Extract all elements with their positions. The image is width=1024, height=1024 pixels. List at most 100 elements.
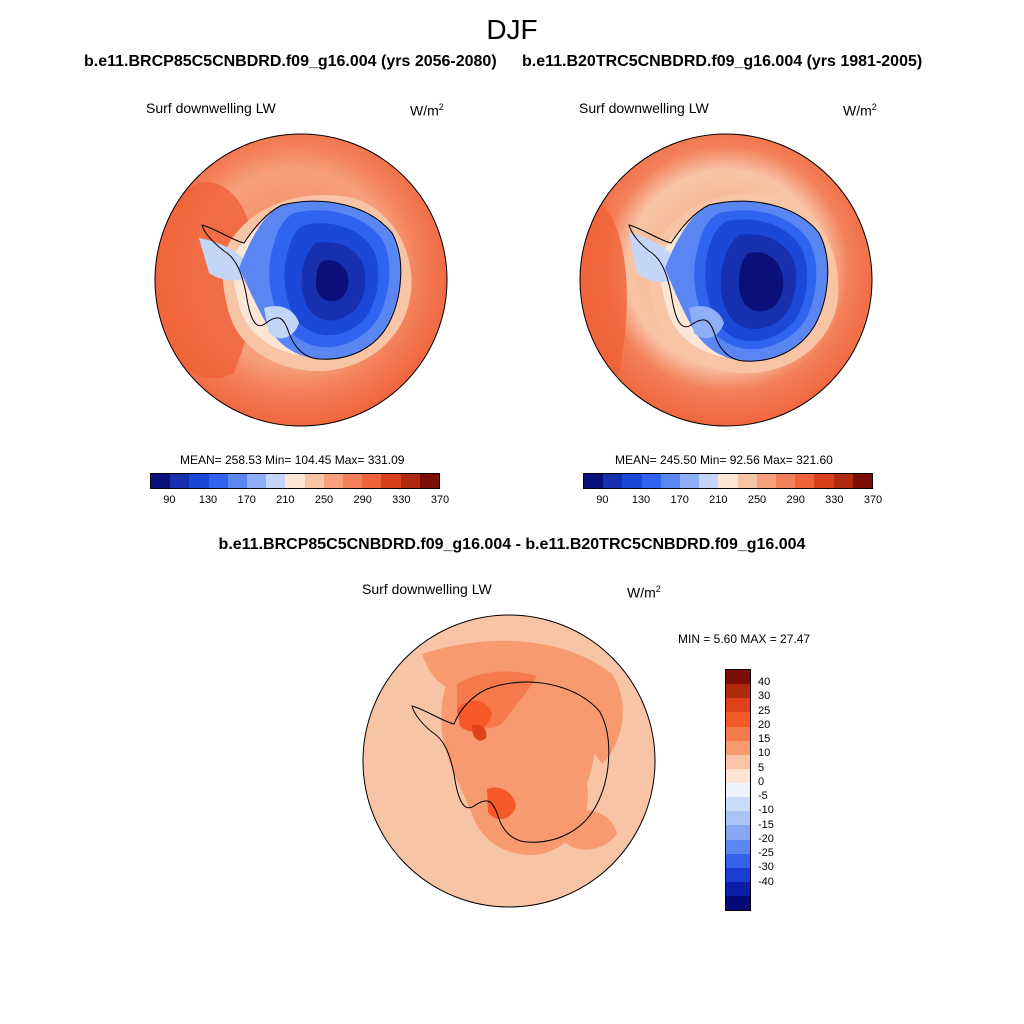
difference-variable-label: Surf downwelling LW (362, 581, 492, 597)
colorbar-swatch (726, 768, 750, 783)
panel-2-colorbar (583, 473, 873, 489)
colorbar-swatch (584, 474, 604, 488)
colorbar-swatch (603, 474, 623, 488)
colorbar-tick-label: 20 (758, 718, 771, 731)
colorbar-tick-label: 290 (353, 494, 372, 506)
colorbar-swatch (726, 867, 750, 882)
colorbar-tick-label: 0 (758, 775, 765, 788)
colorbar-tick-label: -40 (758, 875, 774, 888)
colorbar-tick-label: 250 (747, 494, 767, 506)
difference-colorbar-ticks: 40 30 25 20 15 10 5 0 -5 -10 -15 -20 -25 -30 -40 (758, 669, 798, 911)
colorbar-tick-label: -5 (758, 790, 768, 803)
colorbar-swatch (323, 474, 344, 488)
panel-2-variable-label: Surf downwelling LW (579, 100, 709, 116)
colorbar-tick-label: 40 (758, 676, 771, 689)
colorbar-swatch (189, 474, 209, 488)
colorbar-swatch (208, 474, 228, 488)
colorbar-tick-label: 210 (709, 494, 728, 506)
panel-1-units: W/m2 (410, 102, 444, 119)
colorbar-swatch (795, 474, 815, 488)
colorbar-swatch (726, 684, 750, 699)
colorbar-swatch (726, 712, 750, 727)
colorbar-tick-label: 330 (825, 494, 844, 506)
colorbar-tick-label: 25 (758, 704, 771, 717)
colorbar-tick-label: 130 (198, 494, 218, 506)
colorbar-swatch (737, 474, 757, 488)
colorbar-swatch (622, 474, 642, 488)
colorbar-tick-label: 170 (670, 494, 689, 506)
colorbar-tick-label: 370 (863, 494, 883, 506)
colorbar-swatch (852, 474, 873, 488)
colorbar-swatch (660, 474, 681, 488)
colorbar-swatch (718, 474, 738, 488)
colorbar-swatch (833, 474, 853, 488)
colorbar-swatch (304, 474, 324, 488)
colorbar-swatch (419, 474, 440, 488)
colorbar-swatch (726, 797, 750, 812)
colorbar-tick-label: 130 (631, 494, 651, 506)
colorbar-tick-label: -20 (758, 832, 774, 845)
colorbar-swatch (726, 896, 750, 911)
colorbar-tick-label: 90 (596, 494, 609, 506)
colorbar-swatch (814, 474, 834, 488)
colorbar-swatch (726, 853, 750, 868)
colorbar-swatch (170, 474, 190, 488)
colorbar-tick-label: 90 (163, 494, 176, 506)
colorbar-swatch (726, 754, 750, 769)
panel-2-case-title: b.e11.B20TRC5CNBDRD.f09_g16.004 (yrs 198… (522, 53, 923, 70)
panel-1-polar-map (154, 133, 448, 427)
colorbar-swatch (776, 474, 796, 488)
season-title: DJF (486, 14, 538, 45)
colorbar-swatch (641, 474, 661, 488)
panel-2-colorbar-ticks: 90 130 170 210 250 290 330 370 (583, 494, 882, 508)
colorbar-swatch (726, 698, 750, 713)
panel-2-units: W/m2 (843, 102, 877, 119)
colorbar-swatch (726, 726, 750, 741)
difference-title: b.e11.BRCP85C5CNBDRD.f09_g16.004 - b.e11… (218, 536, 806, 553)
difference-stats: MIN = 5.60 MAX = 27.47 (678, 632, 811, 646)
colorbar-swatch (726, 839, 750, 854)
colorbar-swatch (266, 474, 286, 488)
colorbar-tick-label: 370 (430, 494, 450, 506)
colorbar-swatch (362, 474, 382, 488)
colorbar-tick-label: 30 (758, 690, 771, 703)
colorbar-tick-label: -15 (758, 818, 774, 831)
colorbar-swatch (227, 474, 248, 488)
colorbar-tick-label: 290 (786, 494, 805, 506)
colorbar-swatch (726, 740, 750, 755)
colorbar-swatch (756, 474, 777, 488)
colorbar-tick-label: 10 (758, 747, 771, 760)
colorbar-tick-label: -10 (758, 804, 774, 817)
colorbar-tick-label: 170 (237, 494, 256, 506)
colorbar-tick-label: 250 (314, 494, 334, 506)
colorbar-swatch (699, 474, 719, 488)
colorbar-tick-label: 330 (392, 494, 411, 506)
panel-1-colorbar (150, 473, 440, 489)
colorbar-swatch (726, 811, 750, 826)
panel-1-case-title: b.e11.BRCP85C5CNBDRD.f09_g16.004 (yrs 20… (84, 53, 497, 70)
difference-units: W/m2 (627, 584, 661, 601)
panel-1-colorbar-ticks: 90 130 170 210 250 290 330 370 (150, 494, 449, 508)
panel-2-stats: MEAN= 245.50 Min= 92.56 Max= 321.60 (615, 453, 833, 467)
colorbar-tick-label: -30 (758, 861, 774, 874)
panel-2-polar-map (579, 133, 873, 427)
colorbar-swatch (726, 825, 750, 840)
colorbar-swatch (247, 474, 267, 488)
difference-polar-map (362, 614, 656, 908)
colorbar-tick-label: 210 (276, 494, 295, 506)
colorbar-swatch (400, 474, 420, 488)
colorbar-swatch (151, 474, 171, 488)
colorbar-tick-label: 15 (758, 733, 771, 746)
difference-colorbar (725, 669, 751, 911)
colorbar-swatch (726, 881, 750, 896)
colorbar-swatch (680, 474, 700, 488)
colorbar-swatch (343, 474, 363, 488)
colorbar-tick-label: -25 (758, 847, 774, 860)
colorbar-swatch (381, 474, 401, 488)
panel-1-stats: MEAN= 258.53 Min= 104.45 Max= 331.09 (180, 453, 405, 467)
colorbar-tick-label: 5 (758, 761, 765, 774)
colorbar-swatch (726, 670, 750, 685)
panel-1-variable-label: Surf downwelling LW (146, 100, 276, 116)
colorbar-swatch (726, 783, 750, 798)
colorbar-swatch (285, 474, 305, 488)
